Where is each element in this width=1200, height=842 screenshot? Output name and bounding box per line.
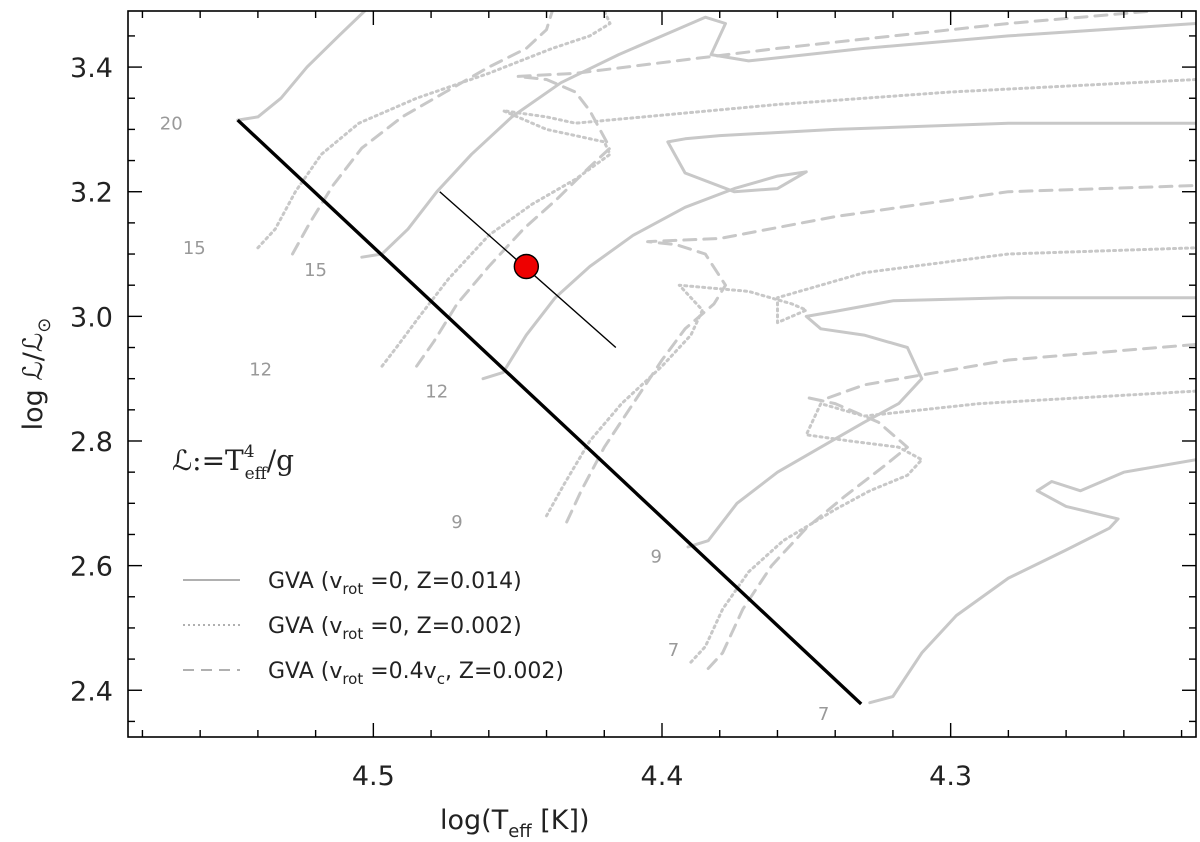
x-tick-label: 4.3 — [929, 761, 972, 792]
legend-entry-dashed: GVA (vrot =0.4vc, Z=0.002) — [268, 659, 564, 688]
axis-ticks: 4.5 4.4 4.3 2.4 2.6 2.8 3.0 3.2 3.4 — [70, 11, 1196, 792]
y-axis-title: log ℒ/ℒ⊙ — [18, 318, 55, 431]
track-dashed-12 — [706, 342, 1196, 670]
y-tick-label: 2.8 — [70, 427, 113, 458]
y-tick-label: 2.4 — [70, 676, 113, 707]
track-dotted-9 — [545, 246, 1196, 518]
track-solid-20 — [236, 11, 367, 122]
track-dashed-11 — [565, 184, 1196, 524]
x-axis-title: log(Teff [K]) — [440, 805, 590, 842]
mass-label-9: 9 — [451, 512, 462, 533]
track-mass-labels: 20 15 15 12 12 9 9 7 7 — [160, 113, 830, 725]
y-tick-label: 3.4 — [70, 53, 113, 84]
track-solid-7 — [868, 458, 1196, 705]
mass-label-12: 12 — [249, 360, 272, 381]
track-solid-15 — [360, 15, 1196, 259]
zams-line — [236, 118, 863, 706]
y-tick-label: 2.6 — [70, 552, 113, 583]
mass-label-7: 7 — [818, 704, 829, 725]
legend: GVA (vrot =0, Z=0.014) GVA (vrot =0, Z=0… — [183, 569, 564, 688]
mass-label-9: 9 — [650, 547, 661, 568]
evolution-tracks — [236, 11, 1196, 705]
track-dotted-12 — [380, 78, 1196, 368]
track-solid-12 — [481, 121, 1196, 381]
y-tick-label: 3.0 — [70, 302, 113, 333]
x-tick-label: 4.5 — [352, 761, 395, 792]
mass-label-20: 20 — [160, 113, 183, 134]
track-dashed-10 — [415, 11, 1155, 368]
y-tick-label: 3.2 — [70, 178, 113, 209]
track-dotted-7 — [689, 389, 1196, 664]
track-dotted-15 — [256, 11, 612, 250]
legend-entry-dotted: GVA (vrot =0, Z=0.002) — [268, 614, 522, 643]
track-solid-9 — [686, 296, 1196, 549]
x-tick-label: 4.4 — [641, 761, 684, 792]
mass-label-12: 12 — [425, 381, 448, 402]
track-dashed-9 — [291, 11, 554, 256]
legend-entry-solid: GVA (vrot =0, Z=0.014) — [268, 569, 522, 598]
star-data-point — [513, 253, 540, 280]
mass-label-15: 15 — [183, 238, 206, 259]
luminosity-definition: ℒ:=T4 eff/g — [172, 442, 294, 484]
mass-label-15: 15 — [304, 260, 327, 281]
mass-label-7: 7 — [668, 640, 679, 661]
